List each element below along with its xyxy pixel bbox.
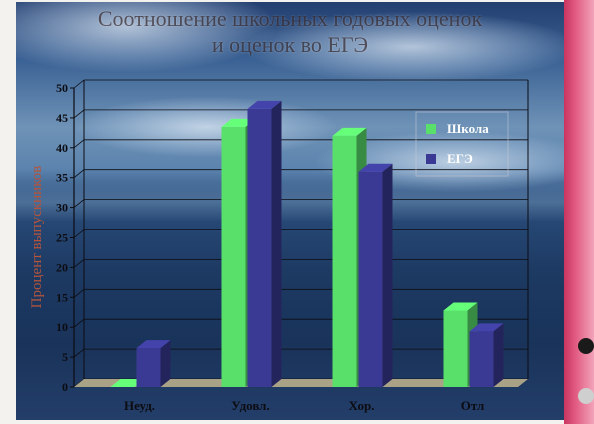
edge-mark-top: [578, 338, 594, 354]
gridline-depth: [73, 199, 85, 208]
bar-side: [271, 100, 282, 388]
y-tick-label: 10: [56, 320, 68, 334]
bar-front: [358, 171, 383, 387]
y-axis-title: Процент выпускников: [29, 166, 45, 309]
x-category-label: Хор.: [349, 398, 375, 413]
bar-front: [136, 348, 161, 387]
gridline-depth: [73, 79, 85, 89]
legend-label-ege: ЕГЭ: [447, 151, 473, 166]
bar-front: [247, 108, 272, 388]
bar-top: [110, 379, 145, 387]
bar-front: [332, 135, 357, 387]
chart-title-line-2: и оценок во ЕГЭ: [211, 32, 369, 57]
bar-side: [160, 340, 171, 387]
y-tick-label: 0: [62, 380, 68, 394]
gridline-depth: [73, 109, 85, 119]
bar-side: [493, 323, 504, 387]
bar-side: [382, 163, 393, 387]
legend-label-school: Школа: [447, 121, 489, 136]
legend-swatch-ege: [426, 154, 436, 164]
bar-top: [358, 163, 393, 172]
y-tick-label: 35: [56, 171, 68, 185]
bar-top: [247, 100, 282, 109]
chart-title: Соотношение школьных годовых оценок и оц…: [16, 6, 564, 58]
gridline-depth: [73, 139, 85, 149]
bars-layer: [74, 100, 528, 388]
y-tick-label: 40: [56, 141, 68, 155]
x-category-label: Отл: [461, 398, 484, 413]
bar-top: [469, 323, 504, 332]
legend-box: [415, 111, 509, 177]
y-tick-label: 15: [56, 290, 68, 304]
legend-swatch-school: [426, 124, 436, 134]
y-tick-label: 5: [62, 350, 68, 364]
bar-top: [443, 302, 478, 311]
y-tick-label: 25: [56, 231, 68, 245]
bar-top: [136, 340, 171, 349]
gridline-depth: [73, 348, 85, 358]
bar-front: [469, 331, 494, 387]
axis-layer: 0 5 10 15 20 25 30 35 40 45 50 Неуд. Удовл. Хор. Отл: [56, 81, 484, 413]
chart-floor: [74, 379, 528, 387]
y-tick-label: 50: [56, 81, 68, 95]
bar-front: [221, 126, 246, 388]
gridline-depth: [73, 259, 85, 268]
gridline-depth: [73, 318, 85, 328]
y-tick-label: 30: [56, 201, 68, 215]
legend: Школа ЕГЭ: [415, 111, 509, 177]
chart-title-line-1: Соотношение школьных годовых оценок: [97, 6, 483, 31]
y-tick-label: 20: [56, 260, 68, 274]
edge-mark-bottom: [578, 388, 594, 404]
gridline-depth: [73, 169, 85, 179]
bar-top: [332, 127, 367, 136]
x-category-label: Неуд.: [124, 398, 155, 413]
gridline-depth: [73, 229, 85, 238]
gridline-depth: [73, 288, 85, 298]
bar-front: [443, 310, 468, 387]
x-category-label: Удовл.: [231, 398, 269, 413]
bar-top: [221, 118, 256, 127]
y-tick-label: 45: [56, 111, 68, 125]
